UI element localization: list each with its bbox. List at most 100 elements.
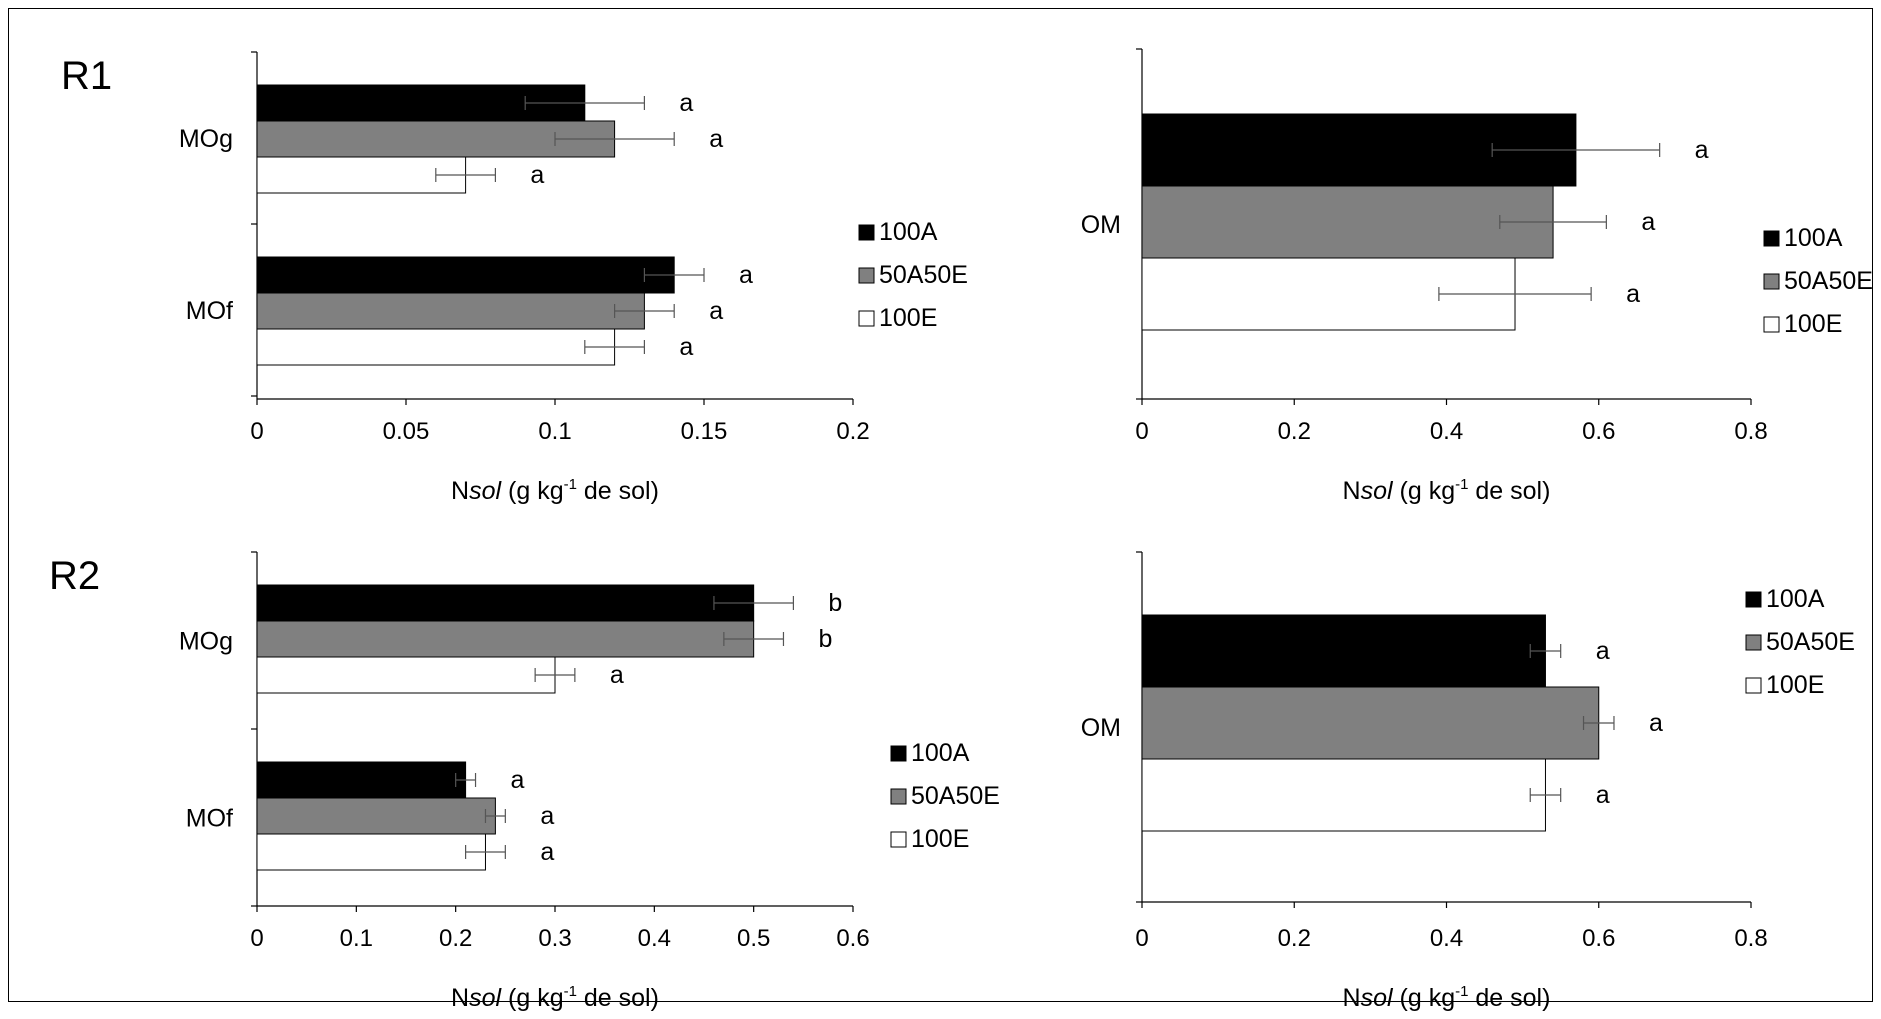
x-tick-label: 0.2 — [439, 925, 472, 952]
chart-panel-3: R2 0 0.1 0.2 0.3 0.4 0.5 0.6 Nsol (g kg-1 de sol… — [49, 551, 1000, 1012]
row-label: R2 — [49, 554, 100, 598]
legend-label: 100E — [911, 825, 969, 853]
significance-letter: a — [540, 838, 554, 866]
x-tick-label: 0.4 — [1430, 418, 1463, 445]
chart-panel-2: 0 0.2 0.4 0.6 0.8 Nsol (g kg-1 de sol) OM a a a 10… — [1081, 48, 1873, 505]
x-axis-label-part-2: sol — [1361, 477, 1394, 505]
bar — [256, 761, 467, 799]
legend-swatch — [1763, 273, 1780, 290]
x-tick-label: 0.5 — [737, 925, 770, 952]
x-tick-label: 0.8 — [1734, 418, 1767, 445]
significance-letter: a — [1695, 136, 1709, 164]
significance-letter: b — [828, 589, 842, 617]
significance-letter: a — [530, 161, 544, 189]
x-tick-label: 0.4 — [1430, 925, 1463, 952]
legend-label: 100E — [879, 304, 937, 332]
legend-swatch — [890, 831, 907, 848]
legend-swatch — [890, 745, 907, 762]
significance-letter: a — [679, 333, 693, 361]
legend-swatch — [1745, 591, 1762, 608]
legend-label: 100A — [1766, 585, 1825, 613]
row-label: R1 — [61, 54, 112, 98]
x-tick-label: 0.4 — [638, 925, 671, 952]
legend-swatch — [1745, 677, 1762, 694]
x-axis-label-part-4: -1 — [1455, 476, 1468, 493]
x-axis-label-part-4: -1 — [1455, 983, 1468, 1000]
x-tick-label: 0 — [250, 925, 263, 952]
significance-letter: a — [540, 802, 554, 830]
bar — [1141, 758, 1546, 832]
bar — [256, 620, 755, 658]
x-tick-label: 0.1 — [340, 925, 373, 952]
legend-label: 50A50E — [1784, 267, 1873, 295]
legend-label: 100E — [1766, 671, 1824, 699]
x-axis-label-part-4: -1 — [564, 983, 577, 1000]
x-axis-label-part-2: sol — [469, 984, 502, 1012]
x-axis-label-part-5: de sol) — [1468, 477, 1550, 505]
x-tick-label: 0.8 — [1734, 925, 1767, 952]
legend-label: 50A50E — [1766, 628, 1855, 656]
legend-label: 50A50E — [911, 782, 1000, 810]
x-tick-label: 0.15 — [681, 418, 728, 445]
x-axis-label-part-3: (g kg — [501, 477, 564, 505]
figure-frame: R1 0 0.05 0.1 0.15 0.2 Nsol (g kg-1 de sol) MOg… — [8, 8, 1873, 1012]
x-tick-label: 0.6 — [1582, 925, 1615, 952]
legend-swatch — [858, 267, 875, 284]
x-axis-label-part-3: (g kg — [501, 984, 564, 1012]
chart-panel-4: 0 0.2 0.4 0.6 0.8 Nsol (g kg-1 de sol) OM a a a 10… — [1081, 551, 1855, 1012]
significance-letter: a — [1596, 781, 1610, 809]
x-tick-label: 0.6 — [836, 925, 869, 952]
x-axis-label-part-5: de sol) — [1468, 984, 1550, 1012]
legend-swatch — [1763, 316, 1780, 333]
significance-letter: a — [1649, 709, 1663, 737]
legend-label: 100A — [911, 739, 970, 767]
bar — [1141, 686, 1600, 760]
significance-letter: a — [610, 661, 624, 689]
legend-swatch — [858, 310, 875, 327]
legend-label: 100E — [1784, 310, 1842, 338]
bar — [256, 292, 645, 330]
x-axis-label: Nsol (g kg-1 de sol) — [451, 476, 659, 505]
x-axis-label: Nsol (g kg-1 de sol) — [451, 983, 659, 1012]
bar — [1141, 185, 1554, 259]
x-tick-label: 0.1 — [538, 418, 571, 445]
significance-letter: a — [739, 261, 753, 289]
x-axis-label: Nsol (g kg-1 de sol) — [1343, 983, 1551, 1012]
category-label: MOg — [179, 628, 233, 656]
x-tick-label: 0.05 — [383, 418, 430, 445]
significance-letter: a — [1596, 637, 1610, 665]
x-axis-label-part-1: N — [1343, 984, 1361, 1012]
bar — [256, 156, 467, 194]
bar — [1141, 614, 1546, 688]
chart-panel-1: R1 0 0.05 0.1 0.15 0.2 Nsol (g kg-1 de sol) MOg… — [61, 51, 968, 505]
category-label: OM — [1081, 714, 1121, 742]
x-axis-label-part-1: N — [1343, 477, 1361, 505]
category-label: OM — [1081, 211, 1121, 239]
x-axis-label-part-1: N — [451, 477, 469, 505]
significance-letter: a — [679, 89, 693, 117]
bar — [256, 584, 755, 622]
x-tick-label: 0 — [250, 418, 263, 445]
legend-label: 100A — [879, 218, 938, 246]
significance-letter: a — [709, 297, 723, 325]
x-tick-label: 0 — [1135, 925, 1148, 952]
significance-letter: a — [511, 766, 525, 794]
x-axis-label-part-1: N — [451, 984, 469, 1012]
x-axis-label-part-5: de sol) — [577, 984, 659, 1012]
legend-swatch — [1745, 634, 1762, 651]
legend-label: 100A — [1784, 224, 1843, 252]
bar — [256, 656, 556, 694]
category-label: MOg — [179, 125, 233, 153]
bar — [256, 256, 675, 294]
x-axis-label-part-5: de sol) — [577, 477, 659, 505]
significance-letter: b — [818, 625, 832, 653]
x-tick-label: 0.3 — [538, 925, 571, 952]
x-tick-label: 0.2 — [1278, 418, 1311, 445]
x-axis-label-part-3: (g kg — [1393, 984, 1456, 1012]
x-axis-label-part-2: sol — [469, 477, 502, 505]
bar — [256, 328, 616, 366]
x-axis-label: Nsol (g kg-1 de sol) — [1343, 476, 1551, 505]
x-axis-label-part-2: sol — [1361, 984, 1394, 1012]
x-tick-label: 0.2 — [836, 418, 869, 445]
